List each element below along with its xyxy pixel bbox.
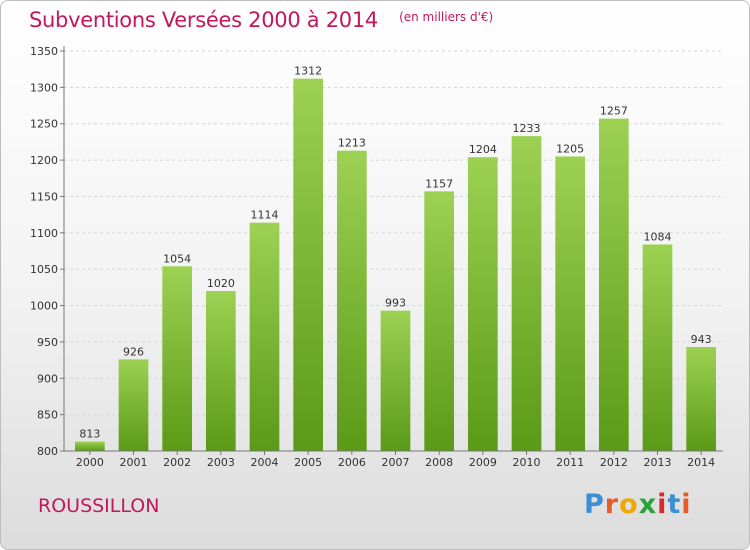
logo-letter: o <box>619 489 639 520</box>
x-tick-label: 2001 <box>120 456 148 469</box>
chart-subtitle: (en milliers d'€) <box>399 10 494 24</box>
y-tick-label: 850 <box>37 409 58 422</box>
data-label: 993 <box>385 297 406 310</box>
data-label: 1205 <box>556 142 584 155</box>
x-tick-label: 2007 <box>382 456 410 469</box>
x-tick-label: 2009 <box>469 456 497 469</box>
commune-name: ROUSSILLON <box>38 495 160 517</box>
chart-title: Subventions Versées 2000 à 2014 <box>29 8 378 32</box>
logo-letter: i <box>681 489 692 520</box>
x-tick-label: 2013 <box>644 456 672 469</box>
data-label: 1114 <box>251 209 279 222</box>
bar-2010 <box>511 136 542 451</box>
bar-2000 <box>74 441 105 451</box>
y-tick-label: 1200 <box>30 154 58 167</box>
bar-2003 <box>205 291 236 451</box>
bar-2001 <box>118 359 149 451</box>
x-tick-label: 2012 <box>600 456 628 469</box>
x-tick-label: 2004 <box>251 456 279 469</box>
y-tick-label: 1300 <box>30 81 58 94</box>
data-label: 1157 <box>425 177 453 190</box>
bar-2007 <box>380 310 411 451</box>
x-tick-label: 2006 <box>338 456 366 469</box>
data-label: 1257 <box>600 105 628 118</box>
x-tick-label: 2010 <box>513 456 541 469</box>
bar-2014 <box>686 347 717 451</box>
y-tick-label: 900 <box>37 372 58 385</box>
data-label: 1312 <box>294 65 322 78</box>
y-tick-label: 1100 <box>30 227 58 240</box>
data-label: 1084 <box>644 230 672 243</box>
x-tick-label: 2008 <box>425 456 453 469</box>
logo-letter: i <box>657 489 668 520</box>
x-tick-label: 2014 <box>687 456 715 469</box>
data-label: 926 <box>123 345 144 358</box>
x-tick-label: 2005 <box>294 456 322 469</box>
data-label: 943 <box>691 333 712 346</box>
data-label: 1213 <box>338 137 366 150</box>
bar-layer: 813 926 1054 1020 1114 1312 1213 993 1157 1204 123… <box>74 65 717 452</box>
data-label: 1020 <box>207 277 235 290</box>
bar-2005 <box>293 78 324 452</box>
y-tick-label: 1050 <box>30 263 58 276</box>
x-tick-label: 2003 <box>207 456 235 469</box>
logo-letter: t <box>667 489 682 520</box>
bar-2004 <box>249 222 280 451</box>
x-tick-label: 2000 <box>76 456 104 469</box>
logo-letter: x <box>638 489 658 520</box>
bar-2002 <box>162 266 193 451</box>
bar-2012 <box>598 118 629 452</box>
axis-layer: 800 850 900 950 1000 1050 1100 1150 1200 1250 1300… <box>30 45 723 469</box>
y-tick-label: 1350 <box>30 45 58 58</box>
logo-letter: P <box>584 489 605 520</box>
proxiti-logo: Proxiti <box>584 489 692 520</box>
data-label: 1233 <box>513 122 541 135</box>
bar-2006 <box>336 150 367 452</box>
data-label: 1204 <box>469 143 497 156</box>
y-tick-label: 1150 <box>30 190 58 203</box>
bar-2009 <box>467 157 498 451</box>
title-block: Subventions Versées 2000 à 2014 (en mill… <box>29 8 493 32</box>
data-label: 1054 <box>163 252 191 265</box>
y-tick-label: 950 <box>37 336 58 349</box>
y-tick-label: 800 <box>37 445 58 458</box>
x-tick-label: 2011 <box>556 456 584 469</box>
logo-letter: r <box>604 489 620 520</box>
y-tick-label: 1250 <box>30 118 58 131</box>
bar-2008 <box>424 191 455 451</box>
bar-2013 <box>642 244 673 451</box>
bar-2011 <box>555 156 586 452</box>
x-tick-label: 2002 <box>163 456 191 469</box>
y-tick-label: 1000 <box>30 300 58 313</box>
data-label: 813 <box>79 428 100 441</box>
